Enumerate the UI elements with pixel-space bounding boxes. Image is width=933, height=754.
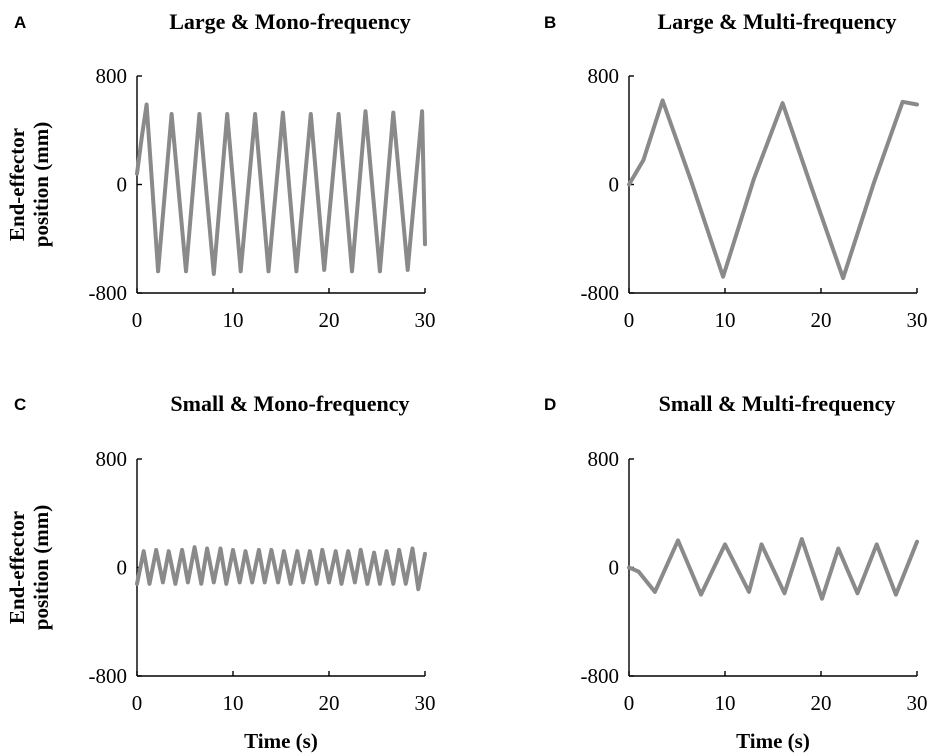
- y-tick-label: 800: [96, 447, 128, 471]
- panel-letter: A: [14, 13, 26, 32]
- x-tick-label: 10: [715, 691, 736, 715]
- chart-title: Large & Mono-frequency: [169, 9, 411, 34]
- x-tick-label: 0: [132, 691, 143, 715]
- x-tick-label: 10: [223, 691, 244, 715]
- y-tick-label: -800: [89, 281, 128, 305]
- chart-title: Small & Multi-frequency: [659, 391, 896, 416]
- panel-letter: B: [544, 13, 556, 32]
- y-tick-label: 800: [96, 64, 128, 88]
- x-tick-label: 20: [811, 308, 832, 332]
- series-line: [627, 537, 919, 601]
- x-tick-label: 20: [319, 308, 340, 332]
- y-tick-label: 0: [117, 173, 128, 197]
- x-tick-label: 30: [907, 691, 928, 715]
- y-tick-label: 800: [588, 64, 620, 88]
- series-line: [135, 102, 427, 276]
- x-tick-label: 20: [811, 691, 832, 715]
- x-tick-label: 30: [415, 308, 436, 332]
- y-tick-label: -800: [581, 664, 620, 688]
- x-tick-label: 30: [907, 308, 928, 332]
- chart-title: Small & Mono-frequency: [170, 391, 409, 416]
- x-tick-label: 0: [624, 308, 635, 332]
- series-line: [627, 98, 919, 281]
- panel-letter: D: [544, 395, 556, 414]
- x-tick-label: 30: [415, 691, 436, 715]
- y-tick-label: -800: [581, 281, 620, 305]
- x-tick-label: 0: [624, 691, 635, 715]
- panel-letter: C: [14, 395, 26, 414]
- y-axis-title-line: position (mm): [29, 505, 53, 630]
- x-axis-title: Time (s): [736, 729, 810, 753]
- y-tick-label: 0: [609, 556, 620, 580]
- x-tick-label: 10: [715, 308, 736, 332]
- chart-title: Large & Multi-frequency: [657, 9, 896, 34]
- x-tick-label: 10: [223, 308, 244, 332]
- y-tick-label: 0: [609, 173, 620, 197]
- y-tick-label: 0: [117, 556, 128, 580]
- y-tick-label: -800: [89, 664, 128, 688]
- y-axis-title-line: End-effector: [5, 128, 29, 241]
- x-axis-title: Time (s): [244, 729, 318, 753]
- y-axis-title-line: position (mm): [29, 122, 53, 247]
- series-line: [135, 545, 427, 592]
- x-tick-label: 20: [319, 691, 340, 715]
- y-axis-title-line: End-effector: [5, 511, 29, 624]
- y-tick-label: 800: [588, 447, 620, 471]
- x-tick-label: 0: [132, 308, 143, 332]
